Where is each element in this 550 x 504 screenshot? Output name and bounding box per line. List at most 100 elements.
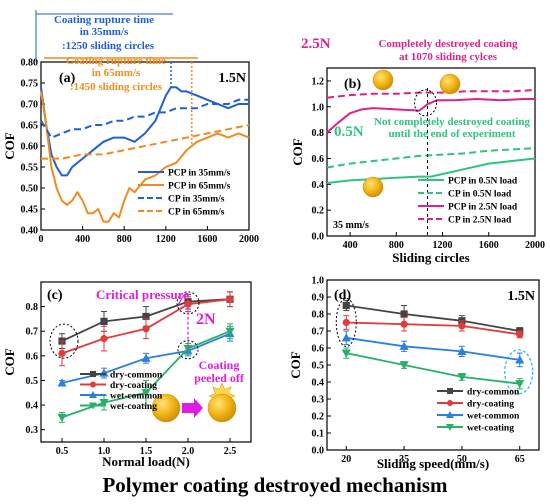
highlight-circle xyxy=(414,89,438,117)
x-tick-label: 1.5 xyxy=(140,446,153,457)
legend-label: PCP in 35mm/s xyxy=(168,169,231,179)
x-tick-label: 35 xyxy=(399,454,409,465)
data-point xyxy=(99,399,109,408)
data-point xyxy=(400,320,408,328)
legend-label: CP in 35mm/s xyxy=(168,195,225,205)
x-tick-label: 50 xyxy=(457,454,467,465)
data-point xyxy=(226,295,234,303)
annotation-text: Coating xyxy=(199,358,240,372)
x-tick-label: 20 xyxy=(341,454,351,465)
y-tick-label: 0.75 xyxy=(21,79,39,90)
annotation-arrow xyxy=(177,294,185,306)
x-tick-label: 1600 xyxy=(479,240,499,251)
y-tick-label: 0.4 xyxy=(312,180,325,191)
data-point xyxy=(457,373,467,382)
annotation-text: Completely destroyed coating xyxy=(378,38,518,50)
legend: dry-commondry-coatingwet-commonwet-coati… xyxy=(80,371,163,412)
data-point xyxy=(515,380,525,389)
y-tick-label: 0.70 xyxy=(21,100,39,111)
y-tick-label: 0.8 xyxy=(26,302,39,313)
legend-label: CP in 2.5N load xyxy=(448,216,512,226)
y-tick-label: 0.7 xyxy=(26,327,39,338)
data-point xyxy=(89,402,97,410)
arrow-icon xyxy=(182,398,203,418)
annotation-text: in 65mm/s xyxy=(92,67,141,79)
plot-frame xyxy=(326,67,536,237)
legend-label: wet-common xyxy=(110,392,163,402)
y-tick-label: 1.0 xyxy=(312,102,325,113)
data-point xyxy=(225,327,235,336)
annotation-text: :1450 sliding circles xyxy=(70,81,163,93)
data-point xyxy=(446,424,454,431)
y-tick-label: 0.45 xyxy=(21,205,39,216)
series-line xyxy=(326,98,535,134)
load-label: 1.5N xyxy=(218,71,246,86)
legend-label: wet-coating xyxy=(467,424,514,434)
x-tick-label: 400 xyxy=(343,240,358,251)
legend-label: CP in 65mm/s xyxy=(168,208,225,218)
data-point xyxy=(142,312,150,321)
legend: dry-commondry-coatingwet-commonwet-coati… xyxy=(437,388,520,434)
x-tick-label: 65 xyxy=(515,454,525,465)
panel-label: (b) xyxy=(344,77,361,92)
figure-title: Polymer coating destroyed mechanism xyxy=(102,473,448,497)
series-line xyxy=(346,321,520,336)
legend-label: CP in 0.5N load xyxy=(448,190,512,200)
panel-label: (a) xyxy=(59,71,76,86)
y-tick-label: 0.80 xyxy=(21,58,39,69)
x-tick-label: 400 xyxy=(75,234,90,245)
legend: PCP in 35mm/s PCP in 65mm/s CP in 35mm/s CP… xyxy=(138,169,231,218)
highlight-circle xyxy=(504,349,534,395)
x-tick-label: 1.0 xyxy=(98,446,111,457)
series-line xyxy=(346,304,520,332)
y-tick-label: 0.2 xyxy=(312,206,325,217)
y-tick-label: 0.2 xyxy=(312,412,325,423)
legend-label: PCP in 65mm/s xyxy=(168,182,231,192)
data-point xyxy=(57,378,67,387)
y-tick-label: 0.3 xyxy=(312,395,325,406)
y-tick-label: 0.55 xyxy=(21,163,39,174)
series-line xyxy=(40,91,250,223)
annotation-text: Coating rupture time xyxy=(54,14,154,26)
panel-label: (c) xyxy=(47,288,63,303)
y-tick-label: 0.0 xyxy=(312,446,325,457)
ball-icon xyxy=(151,393,181,423)
legend-label: PCP in 0.5N load xyxy=(448,177,518,187)
x-axis-label: Sliding speed(mm/s) xyxy=(377,456,489,471)
x-axis-label: Sliding circles xyxy=(392,250,469,265)
annotation-text: in 35mm/s xyxy=(80,26,129,38)
highlight-circle xyxy=(335,298,357,347)
legend-label: dry-coating xyxy=(467,400,514,410)
data-point xyxy=(58,349,66,357)
y-tick-label: 0.4 xyxy=(312,378,325,389)
annotation-text: Critical pressure xyxy=(96,287,189,302)
y-tick-label: 0.1 xyxy=(312,429,325,440)
y-tick-label: 0.5 xyxy=(26,376,39,387)
y-tick-label: 0.0 xyxy=(312,232,325,243)
ball-icon xyxy=(439,73,461,95)
data-point xyxy=(141,353,151,362)
data-point xyxy=(447,400,453,406)
data-point xyxy=(516,330,524,338)
highlight-circle xyxy=(177,340,199,360)
annotation-text: Coating rupture time xyxy=(66,55,166,67)
x-tick-label: 2.5 xyxy=(224,446,237,457)
ball-icon xyxy=(372,69,394,91)
y-tick-label: 0.65 xyxy=(21,121,39,132)
legend-label: wet-coating xyxy=(110,402,157,412)
legend-label: wet-common xyxy=(467,412,520,422)
y-tick-label: 1.2 xyxy=(312,76,325,87)
y-axis-label: COF xyxy=(2,132,17,160)
ball-icon xyxy=(362,176,384,198)
speed-label: 35 mm/s xyxy=(333,220,369,231)
annotation-text: :1250 sliding circles xyxy=(62,40,155,52)
annotation-text: at 1070 sliding cylces xyxy=(399,51,498,63)
series-line xyxy=(346,352,520,385)
x-tick-label: 2000 xyxy=(525,240,545,251)
annotation-text: 2N xyxy=(196,311,216,328)
x-tick-label: 800 xyxy=(117,234,132,245)
data-point xyxy=(142,325,150,333)
data-point xyxy=(89,391,97,398)
x-tick-label: 1600 xyxy=(197,234,217,245)
